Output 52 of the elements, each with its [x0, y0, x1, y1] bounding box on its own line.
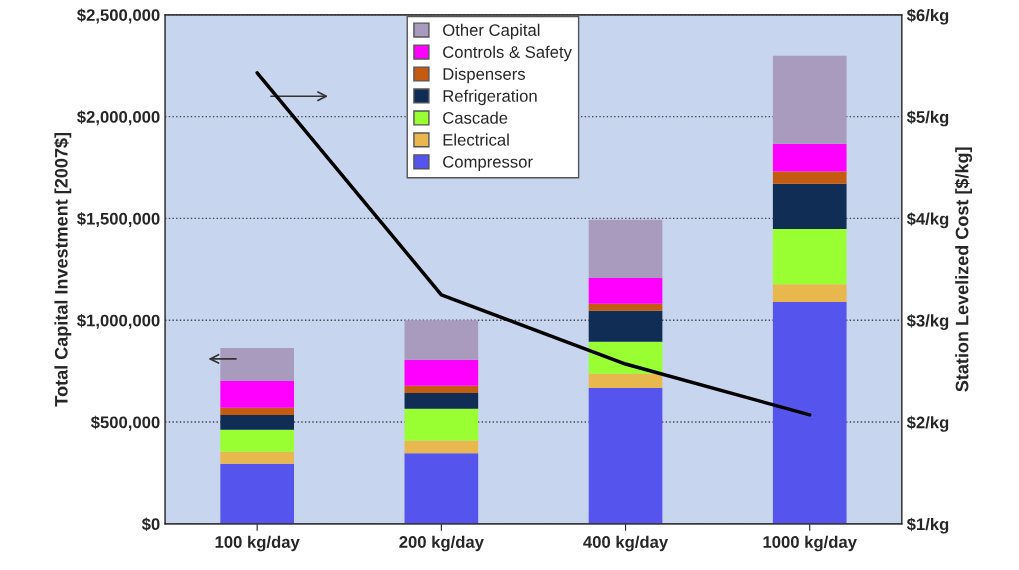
- bar: [588, 219, 663, 278]
- legend-label: Other Capital: [443, 23, 540, 40]
- bar: [588, 277, 663, 304]
- x-tick-label: 100 kg/day: [215, 535, 300, 552]
- y-tick-label: $1,500,000: [77, 212, 160, 228]
- y2-axis-title: Station Levelized Cost [$/kg]: [954, 147, 973, 392]
- y-tick-label: $2,500,000: [77, 8, 160, 24]
- bar: [220, 380, 295, 408]
- bar: [772, 229, 847, 285]
- y-tick-label: $2,000,000: [77, 110, 160, 126]
- y-tick-label: $0: [141, 517, 160, 532]
- y-tick-label: $1,000,000: [77, 313, 160, 329]
- y-tick-label: $500,000: [90, 415, 160, 431]
- bar: [220, 451, 295, 464]
- legend-label: Compressor: [443, 155, 533, 172]
- y2-tick-label: $1/kg: [906, 517, 949, 534]
- bar: [404, 385, 479, 394]
- bar: [404, 453, 479, 524]
- y2-tick-label: $2/kg: [906, 415, 949, 432]
- bar: [588, 388, 663, 524]
- bar: [404, 320, 479, 360]
- legend-label: Cascade: [443, 111, 508, 124]
- bar: [772, 284, 847, 302]
- bar: [404, 393, 479, 409]
- bar: [772, 171, 847, 184]
- legend-label: Dispensers: [443, 67, 526, 84]
- bar: [772, 183, 847, 230]
- bar: [588, 310, 663, 342]
- bar: [220, 407, 295, 415]
- bar: [772, 301, 847, 524]
- bar: [220, 463, 295, 524]
- x-tick-label: 1000 kg/day: [763, 535, 857, 552]
- bar: [772, 143, 847, 172]
- bar: [588, 373, 663, 389]
- bar: [772, 55, 847, 144]
- bar: [404, 408, 479, 441]
- legend-label: Electrical: [443, 133, 509, 146]
- y2-tick-label: $4/kg: [906, 212, 949, 229]
- bar: [220, 414, 295, 430]
- x-tick-label: 400 kg/day: [583, 535, 669, 552]
- legend-label: Refrigeration: [443, 89, 537, 106]
- bar: [404, 440, 479, 454]
- bar: [404, 359, 479, 386]
- y-axis-title: Total Capital Investment [2007$]: [54, 133, 72, 407]
- bar: [588, 303, 663, 311]
- y2-tick-label: $3/kg: [906, 314, 949, 330]
- y2-tick-label: $6/kg: [906, 8, 949, 25]
- bar: [220, 429, 295, 452]
- y2-tick-label: $5/kg: [906, 110, 949, 127]
- x-tick-label: 200 kg/day: [399, 535, 484, 552]
- legend-label: Controls & Safety: [443, 45, 572, 62]
- bar: [220, 347, 295, 381]
